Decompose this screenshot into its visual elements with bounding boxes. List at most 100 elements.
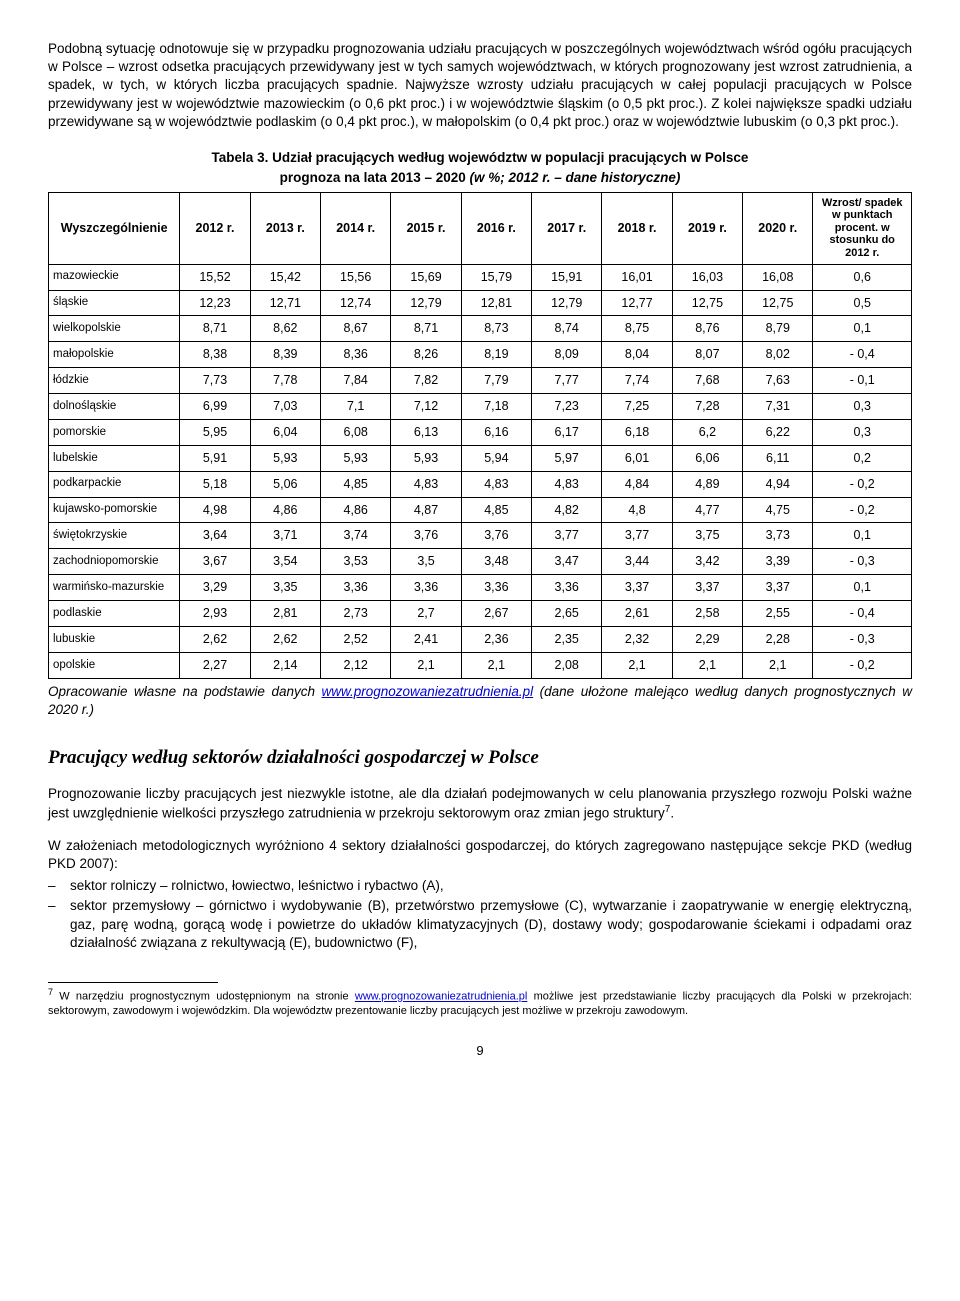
row-label-cell: małopolskie (49, 342, 180, 368)
data-cell: 8,75 (602, 316, 672, 342)
data-cell: 2,35 (532, 626, 602, 652)
para2-post: . (670, 806, 674, 821)
data-cell: 4,82 (532, 497, 602, 523)
data-cell: 3,36 (461, 575, 531, 601)
table-row: podlaskie2,932,812,732,72,672,652,612,58… (49, 601, 912, 627)
data-cell: 4,8 (602, 497, 672, 523)
data-cell: 3,53 (321, 549, 391, 575)
row-label-cell: lubelskie (49, 445, 180, 471)
data-cell: 12,75 (672, 290, 742, 316)
data-cell: 7,31 (743, 394, 813, 420)
data-cell: 0,6 (813, 264, 912, 290)
data-cell: 2,81 (250, 601, 320, 627)
data-cell: 4,85 (321, 471, 391, 497)
table-title: Tabela 3. Udział pracujących według woje… (48, 149, 912, 167)
data-cell: 8,07 (672, 342, 742, 368)
data-cell: 2,14 (250, 652, 320, 678)
data-cell: 4,89 (672, 471, 742, 497)
table-row: lubuskie2,622,622,522,412,362,352,322,29… (49, 626, 912, 652)
data-cell: 6,11 (743, 445, 813, 471)
data-cell: 15,79 (461, 264, 531, 290)
row-label-cell: mazowieckie (49, 264, 180, 290)
data-cell: 8,62 (250, 316, 320, 342)
data-cell: 3,36 (391, 575, 461, 601)
data-cell: 8,04 (602, 342, 672, 368)
table-row: zachodniopomorskie3,673,543,533,53,483,4… (49, 549, 912, 575)
data-cell: 3,64 (180, 523, 250, 549)
data-cell: 2,1 (461, 652, 531, 678)
table-row: śląskie12,2312,7112,7412,7912,8112,7912,… (49, 290, 912, 316)
data-cell: 6,04 (250, 419, 320, 445)
data-cell: 6,13 (391, 419, 461, 445)
data-cell: 6,06 (672, 445, 742, 471)
table-header-cell: 2018 r. (602, 192, 672, 264)
data-cell: 8,26 (391, 342, 461, 368)
row-label-cell: opolskie (49, 652, 180, 678)
bullet-list: –sektor rolniczy – rolnictwo, łowiectwo,… (48, 877, 912, 952)
data-cell: 7,18 (461, 394, 531, 420)
list-dash: – (48, 897, 70, 952)
data-cell: 7,74 (602, 368, 672, 394)
data-cell: 3,54 (250, 549, 320, 575)
data-cell: 6,99 (180, 394, 250, 420)
data-cell: 7,63 (743, 368, 813, 394)
row-label-cell: kujawsko-pomorskie (49, 497, 180, 523)
data-cell: 8,71 (391, 316, 461, 342)
data-cell: 3,67 (180, 549, 250, 575)
row-label-cell: śląskie (49, 290, 180, 316)
data-cell: 4,87 (391, 497, 461, 523)
footnote-link[interactable]: www.prognozowaniezatrudnienia.pl (355, 991, 527, 1003)
row-label-cell: podlaskie (49, 601, 180, 627)
data-cell: 2,65 (532, 601, 602, 627)
data-cell: 2,52 (321, 626, 391, 652)
list-dash: – (48, 877, 70, 895)
data-cell: 4,75 (743, 497, 813, 523)
row-label-cell: podkarpackie (49, 471, 180, 497)
data-cell: 2,27 (180, 652, 250, 678)
data-cell: 15,56 (321, 264, 391, 290)
data-cell: 0,3 (813, 394, 912, 420)
data-cell: 15,42 (250, 264, 320, 290)
data-cell: 8,76 (672, 316, 742, 342)
data-cell: 5,93 (250, 445, 320, 471)
table-header-row: Wyszczególnienie2012 r.2013 r.2014 r.201… (49, 192, 912, 264)
data-cell: 16,08 (743, 264, 813, 290)
footnote: 7 W narzędziu prognostycznym udostępnion… (48, 987, 912, 1018)
data-cell: 2,62 (180, 626, 250, 652)
table-row: pomorskie5,956,046,086,136,166,176,186,2… (49, 419, 912, 445)
data-cell: 16,01 (602, 264, 672, 290)
table-header-cell: Wzrost/ spadek w punktach procent. w sto… (813, 192, 912, 264)
data-cell: 7,84 (321, 368, 391, 394)
table-source-note: Opracowanie własne na podstawie danych w… (48, 683, 912, 719)
table-subtitle-italic: (w %; 2012 r. – dane historyczne) (470, 170, 681, 185)
footnote-pre: W narzędziu prognostycznym udostępnionym… (53, 991, 355, 1003)
row-label-cell: warmińsko-mazurskie (49, 575, 180, 601)
data-cell: 2,73 (321, 601, 391, 627)
data-cell: 7,79 (461, 368, 531, 394)
row-label-cell: zachodniopomorskie (49, 549, 180, 575)
data-cell: 7,78 (250, 368, 320, 394)
data-cell: 6,01 (602, 445, 672, 471)
data-cell: 2,1 (391, 652, 461, 678)
data-cell: 5,93 (391, 445, 461, 471)
table-note-link[interactable]: www.prognozowaniezatrudnienia.pl (322, 684, 534, 699)
table-header-cell: 2017 r. (532, 192, 602, 264)
data-cell: 12,74 (321, 290, 391, 316)
data-cell: 8,09 (532, 342, 602, 368)
data-cell: 2,7 (391, 601, 461, 627)
data-cell: 8,19 (461, 342, 531, 368)
data-cell: 8,38 (180, 342, 250, 368)
data-cell: 6,16 (461, 419, 531, 445)
table-subtitle: prognoza na lata 2013 – 2020 (w %; 2012 … (48, 169, 912, 187)
row-label-cell: wielkopolskie (49, 316, 180, 342)
data-cell: 3,73 (743, 523, 813, 549)
table-subtitle-plain: prognoza na lata 2013 – 2020 (280, 170, 470, 185)
list-item-text: sektor rolniczy – rolnictwo, łowiectwo, … (70, 877, 444, 895)
data-cell: 3,76 (461, 523, 531, 549)
data-cell: 7,73 (180, 368, 250, 394)
data-cell: 5,18 (180, 471, 250, 497)
data-cell: 2,67 (461, 601, 531, 627)
data-cell: 2,1 (672, 652, 742, 678)
data-cell: 3,36 (532, 575, 602, 601)
data-cell: 5,06 (250, 471, 320, 497)
